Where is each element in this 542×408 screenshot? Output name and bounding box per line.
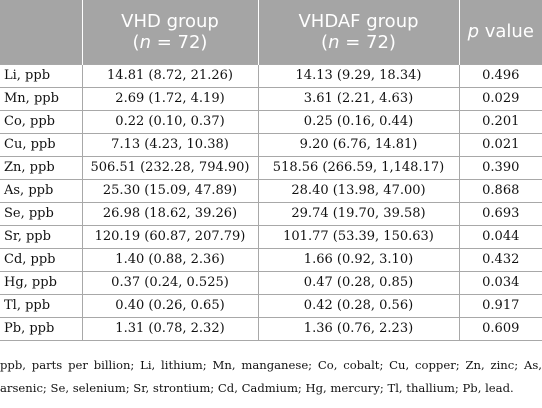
table-row: As, ppb 25.30 (15.09, 47.89) 28.40 (13.98,… xyxy=(0,178,542,203)
header-vhdaf-title: VHDAF group xyxy=(298,10,419,32)
header-vhd-title: VHD group xyxy=(121,10,219,32)
p-value: 0.034 xyxy=(458,270,542,295)
p-value: 0.201 xyxy=(458,109,542,134)
header-vhdaf-group: VHDAF group (n = 72) xyxy=(258,0,460,64)
vhd-value: 2.69 (1.72, 4.19) xyxy=(81,86,259,111)
vhdaf-value: 29.74 (19.70, 39.58) xyxy=(257,201,460,226)
p-value: 0.044 xyxy=(458,224,542,249)
vhd-value: 25.30 (15.09, 47.89) xyxy=(81,178,259,203)
vhd-value: 7.13 (4.23, 10.38) xyxy=(81,132,259,157)
row-label: As, ppb xyxy=(0,178,83,203)
p-value: 0.029 xyxy=(458,86,542,111)
vhd-value: 14.81 (8.72, 21.26) xyxy=(81,63,259,88)
vhdaf-value: 1.36 (0.76, 2.23) xyxy=(257,316,460,341)
p-value: 0.917 xyxy=(458,293,542,318)
header-vhdaf-n: (n = 72) xyxy=(321,31,396,53)
table-row: Pb, ppb 1.31 (0.78, 2.32) 1.36 (0.76, 2.23… xyxy=(0,316,542,341)
p-value: 0.868 xyxy=(458,178,542,203)
p-value: 0.693 xyxy=(458,201,542,226)
vhdaf-value: 14.13 (9.29, 18.34) xyxy=(257,63,460,88)
vhd-value: 1.31 (0.78, 2.32) xyxy=(81,316,259,341)
row-label: Cd, ppb xyxy=(0,247,83,272)
trace-elements-table: VHD group (n = 72) VHDAF group (n = 72) … xyxy=(0,0,542,341)
header-vhd-group: VHD group (n = 72) xyxy=(82,0,259,64)
vhdaf-value: 101.77 (53.39, 150.63) xyxy=(257,224,460,249)
vhdaf-value: 1.66 (0.92, 3.10) xyxy=(257,247,460,272)
table-footnote: ppb, parts per billion; Li, lithium; Mn,… xyxy=(0,358,542,395)
row-label: Cu, ppb xyxy=(0,132,83,157)
table-row: Sr, ppb 120.19 (60.87, 207.79) 101.77 (53.… xyxy=(0,224,542,249)
vhd-value: 506.51 (232.28, 794.90) xyxy=(81,155,259,180)
table-header-row: VHD group (n = 72) VHDAF group (n = 72) … xyxy=(0,0,542,64)
vhdaf-value: 518.56 (266.59, 1,148.17) xyxy=(257,155,460,180)
vhd-value: 0.22 (0.10, 0.37) xyxy=(81,109,259,134)
table-row: Mn, ppb 2.69 (1.72, 4.19) 3.61 (2.21, 4.63… xyxy=(0,86,542,111)
row-label: Mn, ppb xyxy=(0,86,83,111)
row-label: Co, ppb xyxy=(0,109,83,134)
p-value: 0.496 xyxy=(458,63,542,88)
table-body: Li, ppb 14.81 (8.72, 21.26) 14.13 (9.29, 1… xyxy=(0,63,542,341)
table-row: Cu, ppb 7.13 (4.23, 10.38) 9.20 (6.76, 14.… xyxy=(0,132,542,157)
table-row: Co, ppb 0.22 (0.10, 0.37) 0.25 (0.16, 0.44… xyxy=(0,109,542,134)
vhd-value: 26.98 (18.62, 39.26) xyxy=(81,201,259,226)
header-vhd-n: (n = 72) xyxy=(132,31,208,53)
table-row: Se, ppb 26.98 (18.62, 39.26) 29.74 (19.70,… xyxy=(0,201,542,226)
vhdaf-value: 3.61 (2.21, 4.63) xyxy=(257,86,460,111)
row-label: Hg, ppb xyxy=(0,270,83,295)
vhdaf-value: 28.40 (13.98, 47.00) xyxy=(257,178,460,203)
row-label: Sr, ppb xyxy=(0,224,83,249)
table-row: Zn, ppb 506.51 (232.28, 794.90) 518.56 (26… xyxy=(0,155,542,180)
row-label: Se, ppb xyxy=(0,201,83,226)
vhdaf-value: 0.47 (0.28, 0.85) xyxy=(257,270,460,295)
vhd-value: 120.19 (60.87, 207.79) xyxy=(81,224,259,249)
vhdaf-value: 0.42 (0.28, 0.56) xyxy=(257,293,460,318)
table-row: Hg, ppb 0.37 (0.24, 0.525) 0.47 (0.28, 0.8… xyxy=(0,270,542,295)
p-value: 0.021 xyxy=(458,132,542,157)
table-row: Tl, ppb 0.40 (0.26, 0.65) 0.42 (0.28, 0.56… xyxy=(0,293,542,318)
header-p-value: p value xyxy=(459,0,542,64)
row-label: Li, ppb xyxy=(0,63,83,88)
vhd-value: 1.40 (0.88, 2.36) xyxy=(81,247,259,272)
header-empty-cell xyxy=(0,0,83,64)
vhd-value: 0.37 (0.24, 0.525) xyxy=(81,270,259,295)
vhd-value: 0.40 (0.26, 0.65) xyxy=(81,293,259,318)
row-label: Pb, ppb xyxy=(0,316,83,341)
row-label: Tl, ppb xyxy=(0,293,83,318)
p-value: 0.390 xyxy=(458,155,542,180)
vhdaf-value: 9.20 (6.76, 14.81) xyxy=(257,132,460,157)
p-value: 0.609 xyxy=(458,316,542,341)
vhdaf-value: 0.25 (0.16, 0.44) xyxy=(257,109,460,134)
row-label: Zn, ppb xyxy=(0,155,83,180)
p-value: 0.432 xyxy=(458,247,542,272)
table-row: Li, ppb 14.81 (8.72, 21.26) 14.13 (9.29, 1… xyxy=(0,63,542,88)
table-row: Cd, ppb 1.40 (0.88, 2.36) 1.66 (0.92, 3.10… xyxy=(0,247,542,272)
